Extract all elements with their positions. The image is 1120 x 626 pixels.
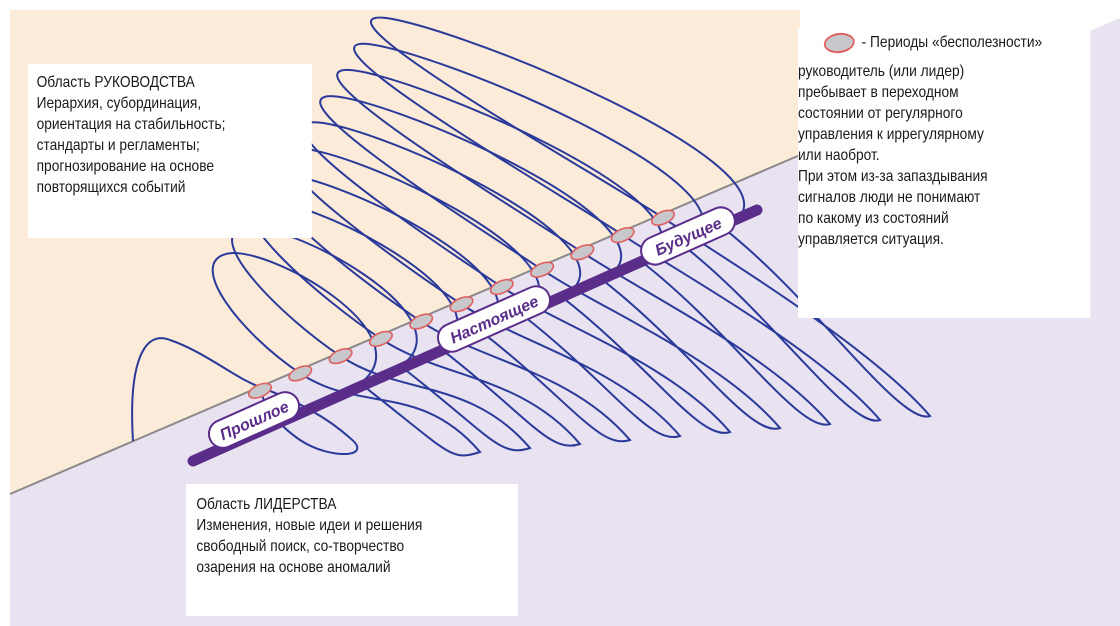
leadership-line: озарения на основе аномалий [196,559,391,576]
oscillation-curve [302,121,732,434]
uselessness-period-marker [288,365,313,382]
leadership-description-box: Область ЛИДЕРСТВА Изменения, новые идеи … [186,484,518,616]
legend-title: - Периоды «бесполезности» [861,34,1043,51]
management-line: прогнозирование на основе [36,158,215,175]
legend-line: пребывает в переходном [798,84,959,101]
legend-line: При этом из-за запаздывания [798,168,988,185]
legend-box: - Периоды «бесполезности» руководитель (… [798,28,1091,318]
management-title: Область РУКОВОДСТВА [36,74,195,91]
legend-text: руководитель (или лидер) пребывает в пер… [798,61,1090,250]
oscillation-curve [370,16,932,418]
leadership-line: свободный поиск, со-творчество [196,538,405,555]
legend-title-row: - Периоды «бесполезности» [822,30,1091,55]
management-line: повторящихся событий [36,179,186,196]
uselessness-period-marker [247,382,273,399]
uselessness-period-markers [247,209,676,399]
legend-line: по какому из состояний [798,210,949,227]
oscillation-curve [231,225,532,452]
management-line: Иерархия, субординация, [36,95,202,112]
oscillation-curve [211,252,482,457]
uselessness-period-marker [610,226,635,244]
uselessness-period-marker [530,261,555,278]
management-line: ориентация на стабильность; [36,116,226,133]
legend-line: руководитель (или лидер) [798,63,965,80]
uselessness-period-marker [449,296,474,313]
legend-line: или наоброт. [798,147,880,164]
legend-line: сигналов люди не понимают [798,189,981,206]
uselessness-period-marker [409,313,434,330]
legend-line: управления к иррегулярному [798,126,984,143]
management-line: стандарты и регламенты; [36,137,200,154]
leadership-line: Изменения, новые идеи и решения [196,517,423,534]
management-description-box: Область РУКОВОДСТВА Иерархия, субординац… [28,64,312,238]
oscillation-curve [319,95,782,430]
legend-line: управляется ситуация. [798,231,944,248]
uselessness-period-marker [570,244,595,261]
uselessness-period-marker [328,348,353,365]
leadership-title: Область ЛИДЕРСТВА [196,496,337,513]
legend-line: состоянии от регулярного [798,105,963,122]
uselessness-marker-icon [822,30,856,55]
uselessness-period-marker [368,330,393,347]
uselessness-period-marker [489,278,514,296]
uselessness-period-marker [650,209,676,226]
